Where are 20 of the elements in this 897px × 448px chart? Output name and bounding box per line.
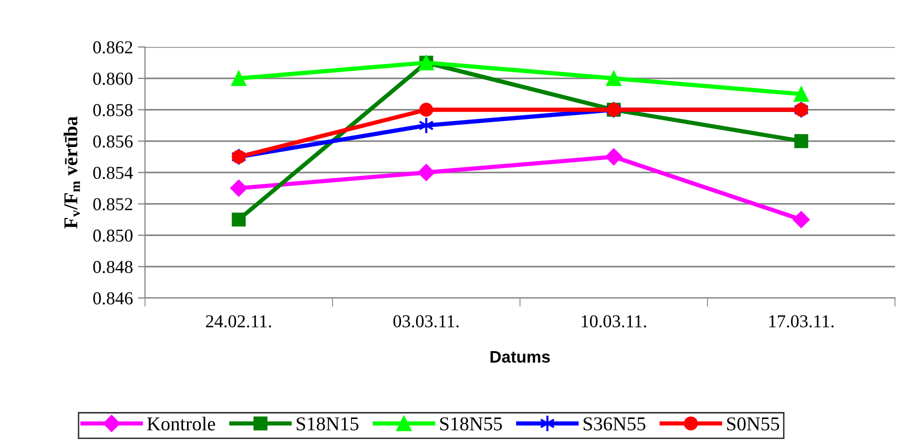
y-tick-label: 0.850: [93, 230, 133, 242]
x-axis-title: Datums: [490, 351, 550, 363]
x-tick-label: 10.03.11.: [582, 315, 646, 328]
y-tick-label: 0.858: [93, 104, 133, 116]
legend-label: S36N55: [584, 417, 646, 430]
x-tick-label: 03.03.11.: [393, 315, 459, 328]
x-tick-label: 24.02.11.: [206, 315, 272, 328]
y-tick-label: 0.862: [93, 41, 132, 54]
legend-label: Kontrole: [147, 416, 216, 430]
y-tick-label: 0.854: [93, 166, 133, 180]
legend-label: S18N15: [296, 417, 358, 430]
x-tick-label: 17.03.11.: [769, 315, 834, 328]
legend-label: S0N55: [727, 417, 780, 430]
legend-label: S18N55: [440, 417, 502, 430]
y-tick-label: 0.860: [93, 72, 133, 85]
y-axis-title: F$_{v}$/F$_{m}$ vērtība: [64, 116, 80, 229]
y-tick-label: 0.846: [93, 292, 133, 305]
y-tick-label: 0.852: [93, 198, 132, 210]
y-tick-label: 0.856: [93, 135, 133, 148]
y-tick-label: 0.848: [93, 260, 133, 274]
